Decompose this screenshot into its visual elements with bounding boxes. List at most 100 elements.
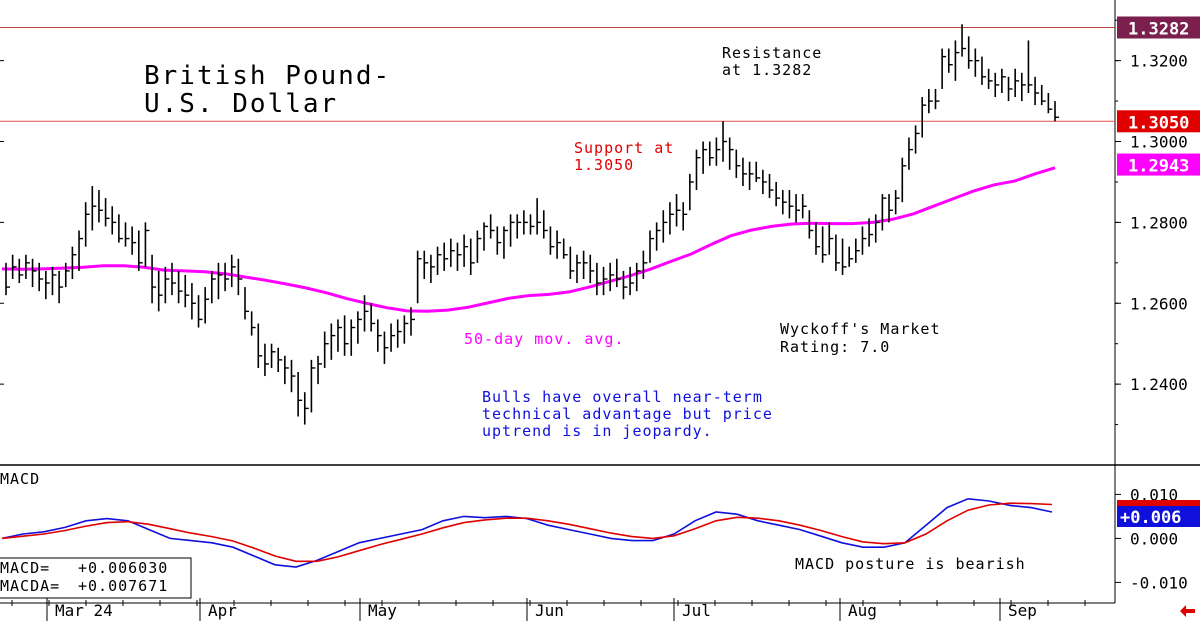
price-bar [257,323,263,368]
macda-line [1,502,1053,563]
price-bar [556,230,562,259]
macd-y-tick-label: -0.010 [1130,573,1188,592]
price-bar [383,331,389,364]
support-label: 1.3050 [574,156,634,174]
price-bar [284,355,289,385]
price-bar [702,141,708,174]
price-bar [748,161,754,191]
macd-annotation: MACD posture is bearish [795,555,1026,573]
price-bar [1047,93,1053,114]
macda-tag-bg [1117,500,1200,508]
price-bar [483,222,489,251]
price-bar [1054,101,1059,122]
readout-label: MACDA= [0,577,60,595]
price-bar [788,190,794,219]
comment-label: Bulls have overall near-term [482,388,763,406]
price-bar [1014,68,1020,98]
price-bar [529,214,535,235]
price-bar [622,270,628,300]
price-bar [38,262,44,292]
price-bar [496,226,502,255]
macd-y-tick-label: 0.000 [1130,529,1178,548]
price-bar [363,295,369,332]
price-bar [861,226,867,255]
arrow-left-icon [1180,605,1195,617]
price-bar [224,262,230,292]
resistance-tag: 1.3282 [1128,19,1189,39]
price-bar [569,246,575,279]
price-bar [357,311,362,344]
price-bar [755,161,761,182]
price-bar [1001,68,1006,93]
price-bar [370,303,376,332]
price-bar [191,283,196,320]
price-bar [682,202,688,231]
y-tick-label: 1.3200 [1130,52,1188,71]
price-bar [675,194,681,227]
price-bar [91,186,97,231]
price-bar [31,258,37,288]
month-label: Aug [848,601,877,620]
price-bar [562,238,568,259]
ma-label: 50-day mov. avg. [464,330,625,348]
price-bar [5,262,10,296]
price-bar [450,238,455,267]
price-bar [542,210,548,239]
price-bar [456,242,462,271]
price-bar [297,372,303,417]
price-bar [868,218,874,247]
price-bar [58,270,64,304]
price-bar [25,254,30,279]
price-bar [237,258,243,296]
price-bar [376,319,382,352]
ma-series [1,166,1056,313]
support-label: Support at [574,139,674,157]
price-bar [689,173,694,211]
price-bar [443,242,449,271]
price-bar [330,323,336,360]
month-label: Mar 24 [55,601,113,620]
price-bar [516,214,522,239]
price-bar [934,88,940,110]
price-bar [71,246,77,279]
price-bar [350,319,356,356]
price-bar [131,226,137,255]
price-bar [981,56,986,85]
price-bar [78,230,84,271]
price-bar [801,194,807,219]
wyckoff-label: Wyckoff's Market [780,320,941,338]
price-bar [874,214,880,243]
price-bar [914,125,920,154]
price-bar [821,226,827,263]
macd-y-tick-label: 0.010 [1130,485,1178,504]
macd-series [1,497,1053,568]
price-bar [503,226,508,259]
price-bar [45,270,50,300]
price-bar [290,359,296,393]
price-bar [954,40,960,81]
price-bar [177,270,183,304]
month-label: Apr [208,601,237,620]
price-bar [855,238,860,263]
y-tick-label: 1.2600 [1130,294,1188,313]
price-bar [64,262,70,288]
price-bar [549,226,555,255]
price-bar [423,250,429,279]
price-bar [217,262,223,300]
price-bar [649,230,655,263]
price-bar [735,149,741,178]
price-bar [310,359,316,413]
price-bar [277,347,283,372]
y-tick-label: 1.2800 [1130,213,1188,232]
price-bar [230,254,236,288]
price-bar [629,266,635,296]
price-bar [762,169,767,195]
price-bar [722,121,728,162]
ma-50-line [1,166,1056,313]
price-bar [11,254,17,279]
price-bar [775,181,781,207]
price-bar [403,315,409,344]
price-bar [144,222,150,267]
price-bar [1007,76,1013,102]
price-bar [343,315,349,356]
